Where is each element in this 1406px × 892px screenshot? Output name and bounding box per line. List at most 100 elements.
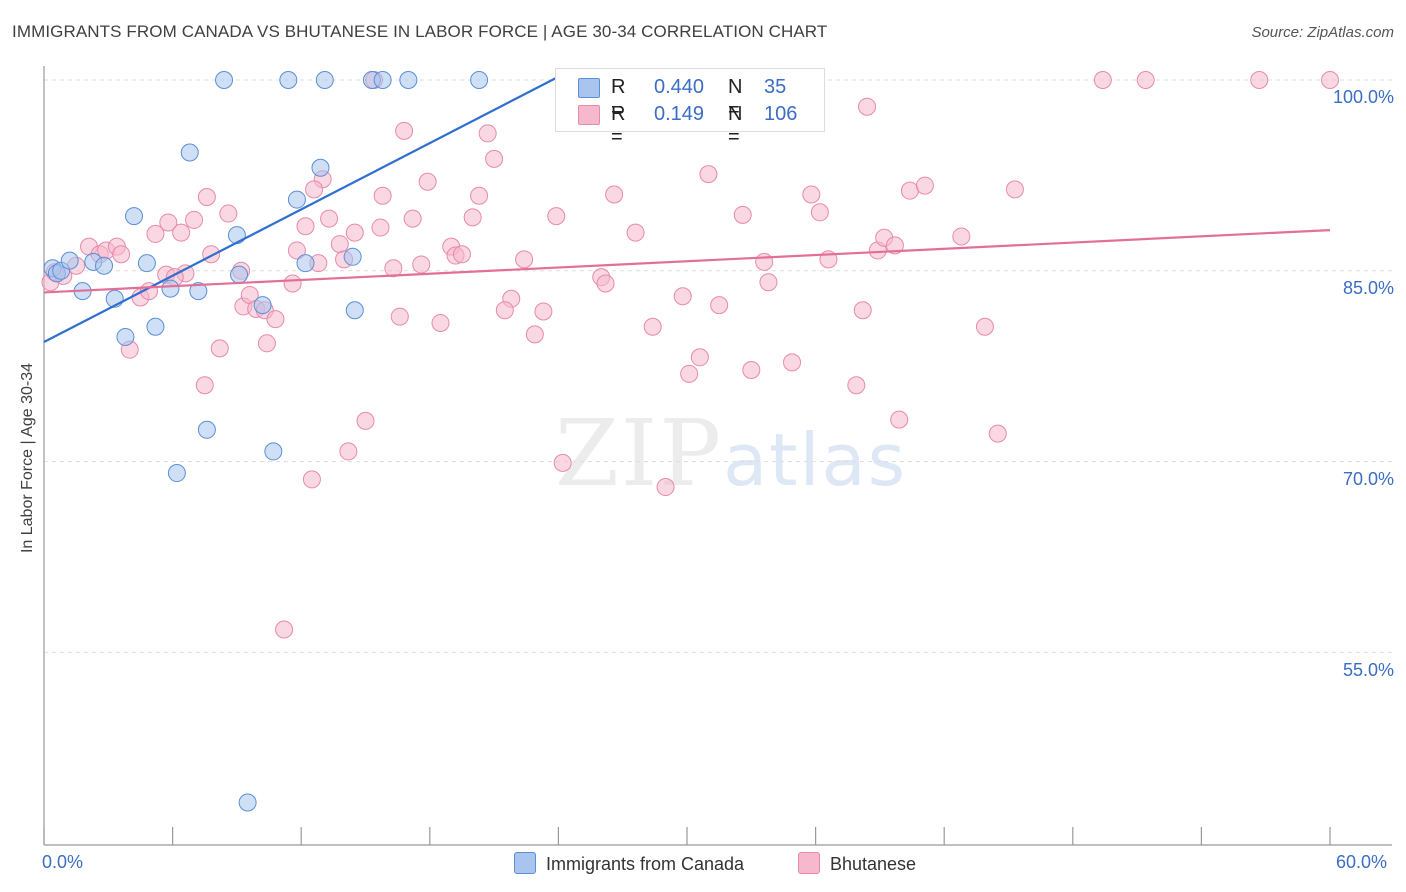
bhutanese-point: [403, 209, 422, 228]
bhutanese-point: [759, 273, 778, 292]
legend-r-value: 0.149: [654, 103, 705, 125]
bhutanese-point: [159, 213, 178, 232]
canada-point: [399, 71, 418, 89]
bhutanese-point: [478, 124, 497, 143]
bhutanese-point: [515, 250, 534, 269]
bhutanese-point: [1136, 71, 1155, 89]
canada-point: [95, 256, 114, 275]
bottom-legend-swatch-blue: [514, 852, 536, 874]
chart-title: IMMIGRANTS FROM CANADA VS BHUTANESE IN L…: [12, 22, 828, 41]
canada-point: [60, 251, 79, 270]
canada-point: [197, 420, 216, 439]
bhutanese-point: [356, 411, 375, 430]
canada-point: [343, 247, 362, 266]
bhutanese-point: [373, 186, 392, 205]
bhutanese-point: [783, 353, 802, 372]
source-label: Source: ZipAtlas.com: [1251, 24, 1394, 41]
bhutanese-point: [975, 317, 994, 336]
bhutanese-point: [395, 121, 414, 140]
bhutanese-point: [202, 245, 221, 264]
canada-point: [470, 71, 489, 89]
bhutanese-point: [495, 301, 514, 320]
bhutanese-point: [988, 424, 1007, 443]
canada-point: [227, 226, 246, 245]
bhutanese-point: [296, 217, 315, 236]
bhutanese-point: [345, 223, 364, 242]
canada-point: [161, 279, 180, 298]
y-tick-label-55: 55.0%: [1342, 660, 1394, 680]
canada-point: [238, 793, 257, 812]
bhutanese-point: [699, 165, 718, 184]
legend-swatch-pink: [578, 105, 600, 125]
bhutanese-point: [643, 317, 662, 336]
bhutanese-point: [1005, 180, 1024, 199]
bhutanese-point: [847, 376, 866, 395]
bhutanese-point: [266, 310, 285, 329]
bhutanese-point: [275, 620, 294, 639]
bhutanese-point: [733, 205, 752, 224]
bottom-legend-label-canada: Immigrants from Canada: [546, 854, 745, 874]
stats-legend: R = 0.440 N = 35 R = 0.149 N = 106: [555, 68, 825, 148]
bhutanese-point: [890, 410, 909, 429]
bottom-legend-label-bhutanese: Bhutanese: [830, 854, 917, 874]
bhutanese-point: [596, 274, 615, 293]
grid-lines: [44, 79, 1392, 653]
bhutanese-point: [320, 209, 339, 228]
bhutanese-point: [952, 227, 971, 246]
bhutanese-point: [371, 218, 390, 237]
bhutanese-point: [810, 203, 829, 222]
bhutanese-point: [418, 172, 437, 191]
canada-point: [253, 296, 272, 315]
bhutanese-point: [210, 339, 229, 358]
y-tick-label-85: 85.0%: [1342, 278, 1394, 298]
legend-r-label: R =: [611, 103, 626, 148]
legend-n-value: 106: [764, 103, 798, 125]
x-tick-label-min: 0.0%: [42, 852, 84, 872]
canada-point: [137, 254, 156, 273]
axes: [43, 66, 1392, 846]
bhutanese-point: [146, 224, 165, 243]
bhutanese-point: [470, 186, 489, 205]
bhutanese-point: [858, 97, 877, 116]
trend-lines: [43, 71, 1331, 344]
bhutanese-point: [339, 442, 358, 461]
bottom-legend-bhutanese: Bhutanese: [798, 852, 916, 875]
bhutanese-point: [305, 180, 324, 199]
bhutanese-point: [219, 204, 238, 223]
canada-point: [125, 207, 144, 226]
legend-n-label: N =: [728, 103, 743, 148]
bhutanese-point: [605, 185, 624, 204]
y-tick-label-70: 70.0%: [1342, 469, 1394, 489]
legend-n-value: 35: [764, 76, 787, 98]
bhutanese-point: [195, 376, 214, 395]
canada-point: [345, 301, 364, 320]
canada-point: [116, 327, 135, 346]
bhutanese-point: [755, 252, 774, 271]
bhutanese-point: [485, 149, 504, 168]
watermark-atlas: atlas: [723, 418, 908, 502]
bhutanese-point: [257, 334, 276, 353]
bhutanese-point: [673, 287, 692, 306]
bhutanese-point: [197, 188, 216, 207]
canada-point: [189, 282, 208, 301]
bhutanese-point: [412, 255, 431, 274]
bottom-legend-canada: Immigrants from Canada: [514, 852, 744, 875]
bhutanese-point: [900, 181, 919, 200]
canada-point: [311, 158, 330, 177]
x-tick-label-max: 60.0%: [1336, 852, 1388, 872]
bhutanese-point: [547, 207, 566, 226]
canada-trend-line: [43, 71, 568, 344]
bhutanese-point: [384, 259, 403, 278]
bhutanese-point: [1321, 71, 1339, 89]
canada-point: [230, 265, 249, 284]
bhutanese-point: [112, 245, 131, 264]
bhutanese-point: [330, 235, 349, 254]
bhutanese-point: [680, 364, 699, 383]
canada-point: [315, 71, 334, 89]
bhutanese-point: [302, 470, 321, 489]
bhutanese-point: [553, 453, 572, 472]
watermark: ZIPatlas: [555, 400, 907, 507]
bhutanese-point: [287, 241, 306, 260]
bhutanese-point: [1093, 71, 1112, 89]
